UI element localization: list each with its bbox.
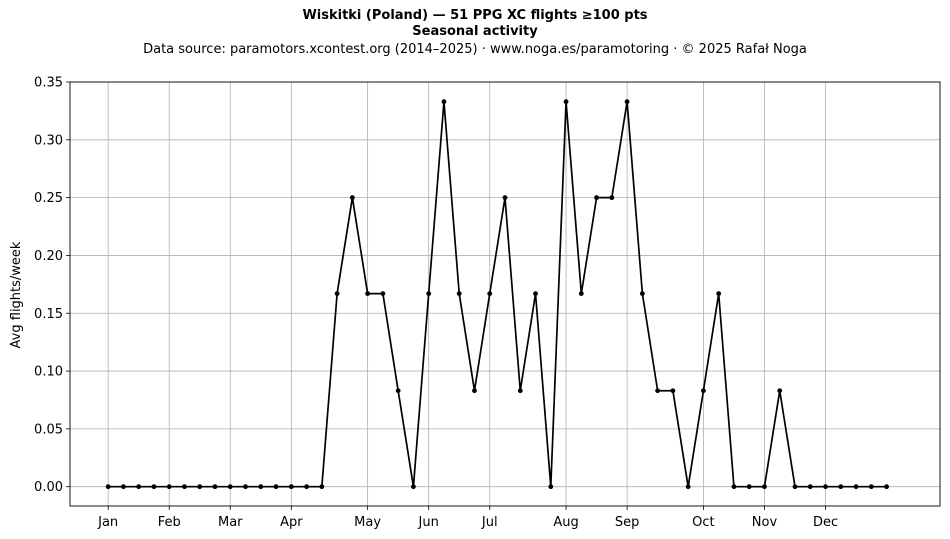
y-axis-label: Avg flights/week xyxy=(9,241,24,348)
y-tick-label: 0.05 xyxy=(34,422,63,437)
data-point xyxy=(548,484,554,490)
data-point xyxy=(716,291,722,296)
data-point xyxy=(777,388,783,394)
data-point xyxy=(105,484,111,490)
x-tick-label: Jan xyxy=(97,515,118,530)
data-point xyxy=(456,291,462,296)
y-tick-label: 0.20 xyxy=(34,249,63,264)
data-point xyxy=(578,291,584,296)
data-point xyxy=(746,484,752,490)
data-point xyxy=(227,484,233,490)
x-tick-label: Aug xyxy=(553,515,578,530)
y-tick-label: 0.00 xyxy=(34,480,63,495)
data-point xyxy=(563,99,569,105)
y-tick-label: 0.15 xyxy=(34,307,63,322)
axes: 0.00 0.05 0.10 0.15 0.20 0.25 0.30 0.35 Jan Feb Ma… xyxy=(34,76,941,530)
data-point xyxy=(472,388,477,394)
data-point xyxy=(288,484,294,490)
data-point xyxy=(533,291,538,296)
data-point xyxy=(304,484,309,490)
data-point xyxy=(258,484,264,490)
data-point xyxy=(365,291,371,296)
plot-series xyxy=(105,99,889,490)
data-point xyxy=(823,484,828,490)
series-line xyxy=(108,100,887,488)
data-point xyxy=(441,99,447,105)
y-tick-label: 0.10 xyxy=(34,365,63,380)
data-point xyxy=(411,484,416,490)
x-tick-label: Dec xyxy=(813,515,838,530)
chart-source: Data source: paramotors.xcontest.org (20… xyxy=(143,42,807,57)
data-point xyxy=(197,484,203,490)
data-point xyxy=(212,484,218,490)
x-tick-label: Jul xyxy=(481,515,498,530)
x-tick-label: May xyxy=(354,515,381,530)
x-tick-label: Sep xyxy=(615,515,640,530)
data-point xyxy=(349,195,355,201)
grid-lines xyxy=(70,81,940,506)
data-point xyxy=(685,484,691,490)
data-point xyxy=(136,484,142,490)
y-tick-label: 0.30 xyxy=(34,133,63,148)
data-point xyxy=(655,388,661,394)
chart-title: Wiskitki (Poland) — 51 PPG XC flights ≥1… xyxy=(302,8,648,23)
x-tick-label: Mar xyxy=(218,515,243,530)
x-tick-label: Apr xyxy=(280,515,303,530)
y-tick-label: 0.25 xyxy=(34,191,63,206)
data-point xyxy=(762,484,767,490)
data-point xyxy=(639,291,645,296)
data-point xyxy=(502,195,508,201)
data-point xyxy=(792,484,798,490)
x-tick-label: Oct xyxy=(692,515,714,530)
data-point xyxy=(121,484,126,490)
data-point xyxy=(670,388,676,394)
data-point xyxy=(517,388,523,394)
data-point xyxy=(334,291,340,296)
data-point xyxy=(868,484,874,490)
data-point xyxy=(487,291,493,296)
data-point xyxy=(624,99,630,105)
data-point xyxy=(731,484,737,490)
data-point xyxy=(594,195,599,201)
data-point xyxy=(380,291,386,296)
data-point xyxy=(838,484,844,490)
data-point xyxy=(151,484,157,490)
data-point xyxy=(273,484,279,490)
data-point xyxy=(395,388,401,394)
y-tick-label: 0.35 xyxy=(34,76,63,91)
data-point xyxy=(853,484,859,490)
data-point xyxy=(166,484,172,490)
plot-frame xyxy=(69,81,941,507)
data-point xyxy=(426,291,432,296)
data-point xyxy=(701,388,706,394)
x-tick-label: Feb xyxy=(158,515,181,530)
data-point xyxy=(182,484,187,490)
x-tick-label: Nov xyxy=(752,515,778,530)
data-point xyxy=(609,195,615,201)
data-point xyxy=(884,484,889,490)
data-point xyxy=(243,484,248,490)
chart-subtitle: Seasonal activity xyxy=(412,24,538,39)
x-tick-label: Jun xyxy=(418,515,439,530)
data-point xyxy=(807,484,813,490)
data-point xyxy=(319,484,325,490)
